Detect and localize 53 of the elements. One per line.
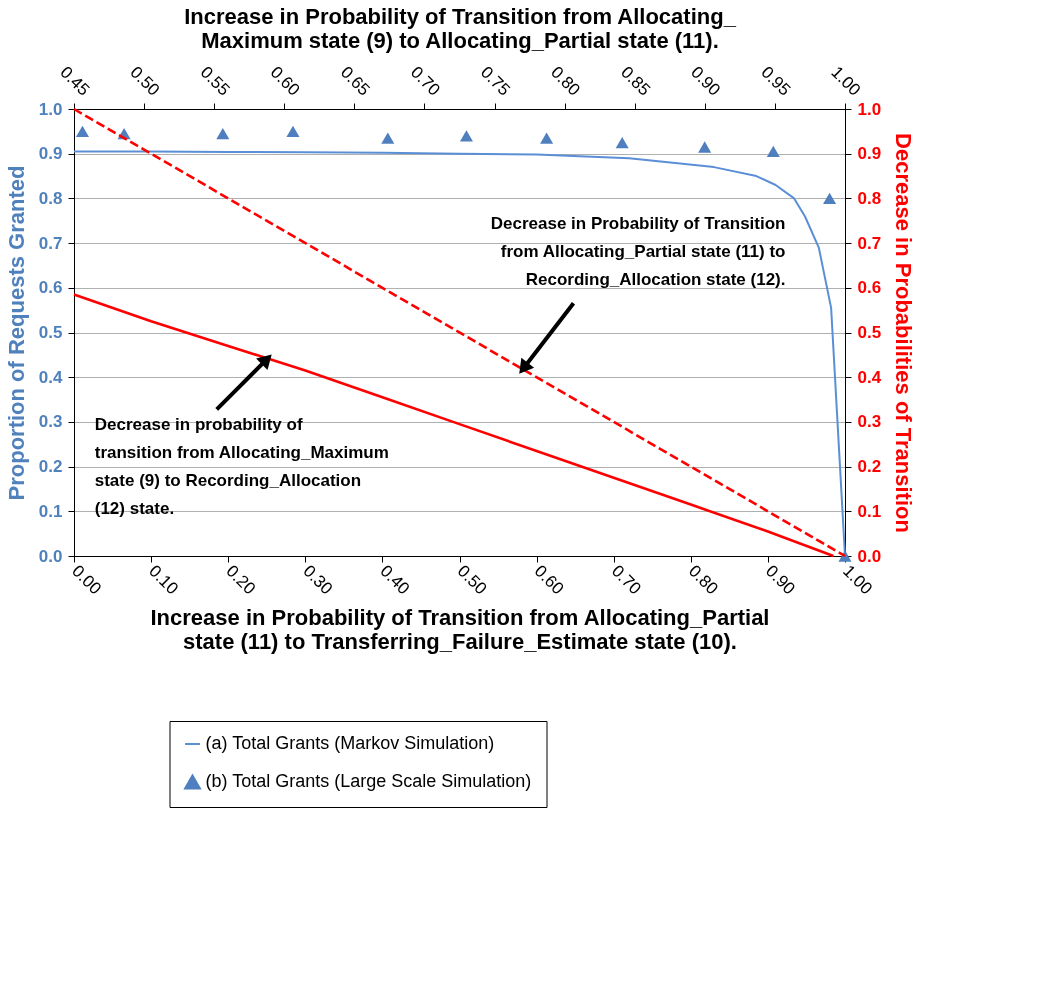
annotation: Decrease in probability of transition from Allocating_Maximum state (9) to Recording_Allocation (12) state. — [94, 415, 389, 519]
x2-axis-title: Increase in Probability of Transition from Allocating_ Maximum state (9) to Allocating_Partial state (11). — [184, 4, 737, 54]
point — [381, 132, 395, 144]
y2-tick-label: 0.2 — [857, 457, 882, 477]
x2-tick-label: 0.50 — [126, 62, 164, 100]
point — [540, 132, 554, 144]
point — [615, 136, 629, 149]
x2-tick-label: 0.55 — [196, 62, 234, 100]
y2-tick-label: 0.4 — [857, 367, 882, 387]
x2-tick-label: 0.75 — [476, 62, 514, 100]
x2-tick-label: 1.00 — [827, 62, 865, 100]
y2-tick-label: 0.6 — [857, 278, 882, 298]
x2-tick-label: 0.85 — [617, 62, 654, 100]
y2-axis-title: Decrease in Probabilities of Transition — [891, 133, 917, 533]
x2-tick-label: 0.60 — [266, 62, 304, 100]
point — [75, 125, 89, 137]
point — [216, 127, 230, 140]
y2-tick-label: 1.0 — [857, 99, 882, 119]
y-tick-label: 0.6 — [38, 278, 63, 298]
legend-label: (a) Total Grants (Markov Simulation) — [205, 733, 495, 753]
point — [838, 550, 852, 562]
point — [459, 130, 473, 142]
x2-tick-label: 0.45 — [56, 62, 94, 100]
y-tick-label: 0.3 — [38, 412, 63, 432]
annotation: Decrease in Probability of Transition from Allocating_Partial state (11) to Recording_Allocation state (12). — [490, 214, 786, 290]
y2-tick-label: 0.5 — [857, 323, 882, 342]
x2-tick-label: 0.80 — [547, 62, 584, 100]
legend-label: (b) Total Grants (Large Scale Simulation) — [205, 771, 532, 791]
x2-tick-label: 0.95 — [757, 62, 795, 100]
x-axis-title: Increase in Probability of Transition from Allocating_Partial state (11) to Transferring_Failure_Estimate state (10). — [150, 604, 770, 654]
y-tick-label: 0.2 — [38, 457, 63, 477]
x2-tick-label: 0.65 — [336, 62, 374, 100]
y2-tick-label: 0.3 — [857, 412, 882, 432]
line-series — [72, 293, 835, 558]
y-tick-label: 0.5 — [38, 323, 63, 342]
y-tick-label: 0.1 — [38, 501, 63, 521]
point — [823, 192, 837, 205]
y-tick-label: 1.0 — [38, 99, 63, 119]
x2-tick-label: 0.90 — [687, 62, 725, 100]
x2-tick-label: 0.70 — [406, 62, 444, 100]
y2-tick-label: 0.1 — [857, 501, 882, 521]
y2-tick-label: 0.9 — [857, 144, 882, 164]
point — [766, 145, 780, 158]
y-tick-label: 0.9 — [38, 144, 63, 164]
y-tick-label: 0.4 — [38, 367, 64, 387]
y-axis-title: Proportion of Requests Granted — [3, 165, 29, 501]
y-tick-label: 0.8 — [38, 188, 63, 208]
point — [698, 141, 712, 153]
point — [286, 125, 300, 137]
y-tick-label: 0.0 — [38, 546, 63, 566]
y2-tick-label: 0.7 — [857, 233, 882, 253]
y2-tick-label: 0.8 — [857, 188, 882, 208]
y-tick-label: 0.7 — [38, 233, 63, 253]
